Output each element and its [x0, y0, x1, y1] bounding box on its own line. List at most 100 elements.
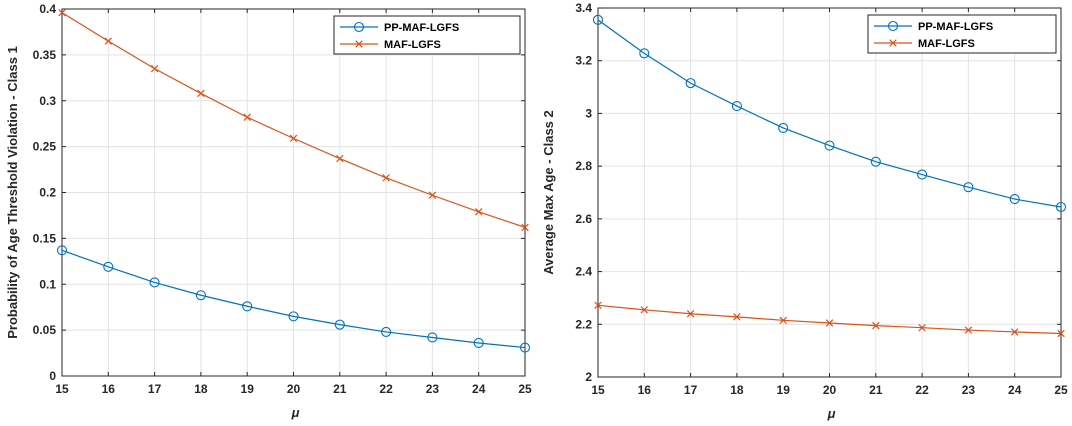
- data-point: [917, 169, 928, 180]
- data-point: [56, 245, 68, 256]
- y-tick-label: 0.05: [33, 323, 57, 337]
- x-axis-label: μ: [827, 406, 836, 421]
- y-tick-label: 2: [585, 370, 592, 384]
- y-tick-label: 3.4: [575, 1, 592, 15]
- x-tick-label: 20: [823, 383, 837, 397]
- data-point: [427, 332, 438, 343]
- y-tick-label: 0.3: [39, 94, 56, 108]
- legend-marker: [353, 21, 365, 33]
- legend: PP-MAF-LGFS MAF-LGFS: [867, 14, 1057, 54]
- data-point: [872, 321, 880, 330]
- series-MAF-LGFS: [58, 8, 529, 232]
- x-tick-label: 24: [1008, 383, 1022, 397]
- data-point: [334, 319, 345, 330]
- chart-1: 15 16 17 18 19 20 21 22 23 24 25 0 0.05 0.1 0.15 0.2 0.2…: [5, 2, 532, 420]
- data-point: [1055, 201, 1067, 213]
- legend-label: PP-MAF-LGFS: [384, 22, 459, 34]
- x-tick-label: 19: [241, 382, 255, 396]
- y-tick-label: 0.35: [33, 48, 57, 62]
- data-point: [58, 8, 66, 17]
- legend: PP-MAF-LGFS MAF-LGFS: [333, 15, 521, 55]
- data-point: [778, 122, 789, 133]
- series-line: [61, 249, 526, 349]
- data-point: [640, 306, 649, 314]
- y-tick-label: 0.2: [39, 186, 56, 200]
- data-point: [381, 326, 392, 338]
- data-point: [195, 290, 206, 301]
- data-point: [918, 323, 926, 332]
- x-tick-label: 23: [962, 383, 976, 397]
- x-tick-label: 24: [472, 382, 486, 396]
- x-tick-label: 21: [333, 382, 347, 396]
- legend-label: MAF-LGFS: [918, 38, 975, 50]
- data-point: [685, 78, 696, 89]
- data-point: [592, 14, 604, 25]
- y-tick-label: 2.8: [575, 159, 592, 173]
- data-point: [473, 337, 484, 349]
- data-point: [474, 208, 483, 216]
- legend-box: [867, 14, 1057, 54]
- y-tick-label: 2.6: [575, 212, 592, 226]
- data-point: [963, 182, 974, 193]
- legend-marker: [887, 20, 899, 32]
- data-point: [964, 326, 973, 334]
- x-tick-label: 21: [869, 383, 883, 397]
- data-point: [243, 113, 251, 121]
- data-point: [149, 277, 160, 288]
- series-line: [597, 19, 1062, 208]
- x-tick-label: 17: [148, 382, 162, 396]
- data-point: [382, 174, 390, 182]
- y-axis-label: Average Max Age - Class 2: [541, 110, 556, 275]
- y-tick-label: 0: [49, 369, 56, 383]
- series-PP-MAF-LGFS: [592, 14, 1067, 213]
- x-tick-label: 17: [684, 383, 698, 397]
- series-MAF-LGFS: [594, 301, 1065, 338]
- y-tick-label: 2.4: [575, 265, 592, 279]
- x-tick-label: 19: [777, 383, 791, 397]
- y-axis-label: Probability of Age Threshold Violation -…: [5, 46, 20, 339]
- data-point: [639, 48, 650, 59]
- data-point: [288, 311, 299, 322]
- x-tick-label: 16: [102, 382, 116, 396]
- data-point: [289, 134, 298, 143]
- data-point: [779, 316, 787, 325]
- x-tick-label: 25: [1054, 383, 1068, 397]
- x-tick-label: 15: [591, 383, 605, 397]
- data-point: [242, 301, 253, 312]
- data-point: [150, 64, 159, 73]
- y-tick-label: 3.2: [575, 54, 592, 68]
- data-point: [428, 191, 437, 199]
- x-tick-label: 18: [730, 383, 744, 397]
- y-tick-label: 0.1: [39, 277, 56, 291]
- legend-box: [333, 15, 521, 55]
- x-tick-label: 16: [638, 383, 652, 397]
- data-point: [336, 154, 344, 163]
- x-tick-label: 22: [379, 382, 393, 396]
- x-tick-label: 15: [55, 382, 69, 396]
- data-point: [825, 319, 834, 327]
- y-tick-label: 0.4: [39, 2, 56, 16]
- data-point: [1057, 329, 1065, 338]
- data-point: [1010, 328, 1019, 336]
- data-point: [594, 301, 602, 310]
- y-tick-label: 0.15: [33, 231, 57, 245]
- x-tick-label: 18: [194, 382, 208, 396]
- data-point: [824, 140, 835, 151]
- x-tick-label: 23: [426, 382, 440, 396]
- chart-2: 15 16 17 18 19 20 21 22 23 24 25 2 2.2 2.4 2.6 2.8 3 3.2 3…: [541, 1, 1068, 421]
- data-point: [1009, 194, 1020, 205]
- x-tick-label: 20: [287, 382, 301, 396]
- y-tick-label: 3: [585, 106, 592, 120]
- series-PP-MAF-LGFS: [56, 245, 531, 353]
- data-point: [104, 37, 113, 45]
- legend-label: MAF-LGFS: [384, 39, 441, 51]
- data-point: [197, 89, 205, 98]
- data-point: [733, 313, 741, 321]
- x-tick-label: 25: [518, 382, 532, 396]
- legend-label: PP-MAF-LGFS: [918, 21, 993, 33]
- legend-marker: [355, 40, 363, 48]
- data-point: [731, 100, 742, 112]
- data-point: [686, 310, 695, 318]
- data-point: [103, 261, 114, 272]
